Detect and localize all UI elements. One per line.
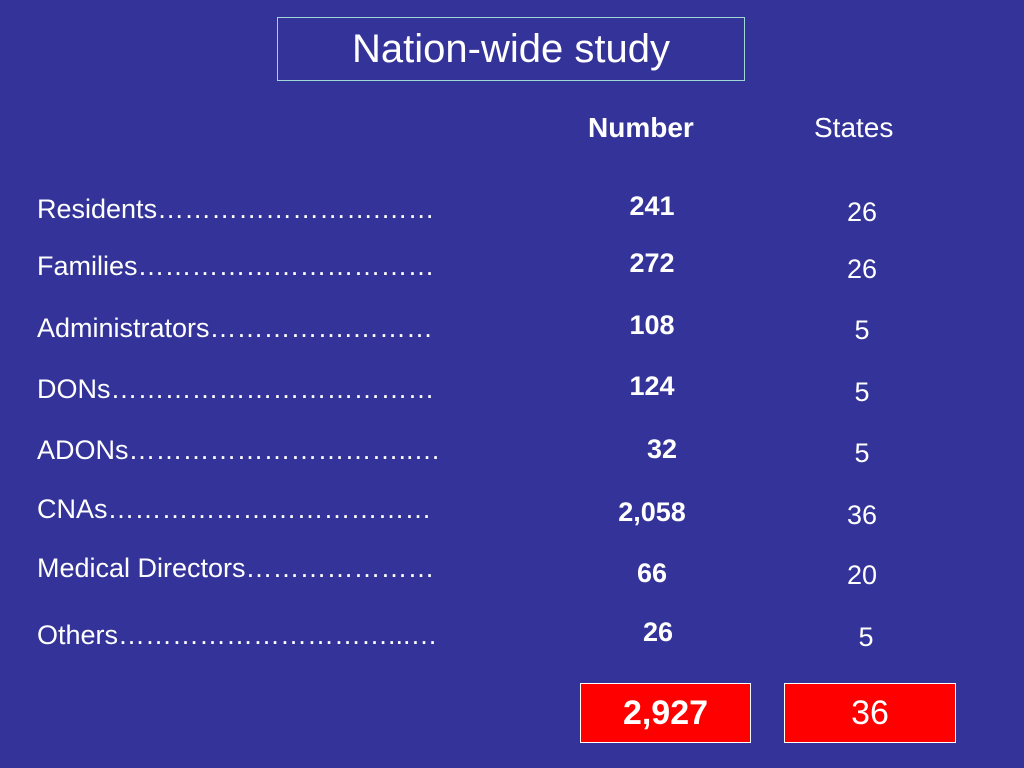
header-number: Number bbox=[588, 112, 694, 143]
row-label-others: Others…………………………...… bbox=[37, 620, 438, 650]
row-number-others: 26 bbox=[642, 617, 674, 647]
row-number-adons: 32 bbox=[646, 434, 678, 464]
row-label-families: Families…………………………… bbox=[37, 251, 435, 281]
total-states-value: 36 bbox=[851, 693, 889, 732]
total-number-value: 2,927 bbox=[622, 693, 709, 732]
row-states-cnas: 36 bbox=[846, 500, 878, 530]
row-states-administrators: 5 bbox=[854, 315, 870, 345]
row-states-medical-directors: 20 bbox=[846, 560, 878, 590]
row-number-residents: 241 bbox=[629, 191, 675, 221]
row-label-adons: ADONs…………………………..… bbox=[37, 435, 441, 465]
row-label-residents: Residents…………………….…… bbox=[37, 194, 435, 224]
slide-title: Nation-wide study bbox=[277, 17, 745, 81]
row-label-cnas: CNAs……………………………… bbox=[37, 494, 432, 524]
total-states-box: 36 bbox=[784, 683, 956, 743]
row-states-adons: 5 bbox=[854, 438, 870, 468]
row-number-dons: 124 bbox=[629, 371, 675, 401]
row-states-families: 26 bbox=[846, 254, 878, 284]
row-label-dons: DONs……………………………… bbox=[37, 374, 435, 404]
row-states-residents: 26 bbox=[846, 197, 878, 227]
row-label-medical-directors: Medical Directors………………… bbox=[37, 553, 435, 583]
row-number-medical-directors: 66 bbox=[636, 558, 668, 588]
row-number-administrators: 108 bbox=[629, 310, 675, 340]
row-number-cnas: 2,058 bbox=[618, 497, 686, 527]
header-states: States bbox=[814, 112, 894, 143]
row-number-families: 272 bbox=[629, 248, 675, 278]
row-states-others: 5 bbox=[858, 622, 874, 652]
row-states-dons: 5 bbox=[854, 377, 870, 407]
row-label-administrators: Administrators…………….……… bbox=[37, 313, 434, 343]
total-number-box: 2,927 bbox=[580, 683, 751, 743]
